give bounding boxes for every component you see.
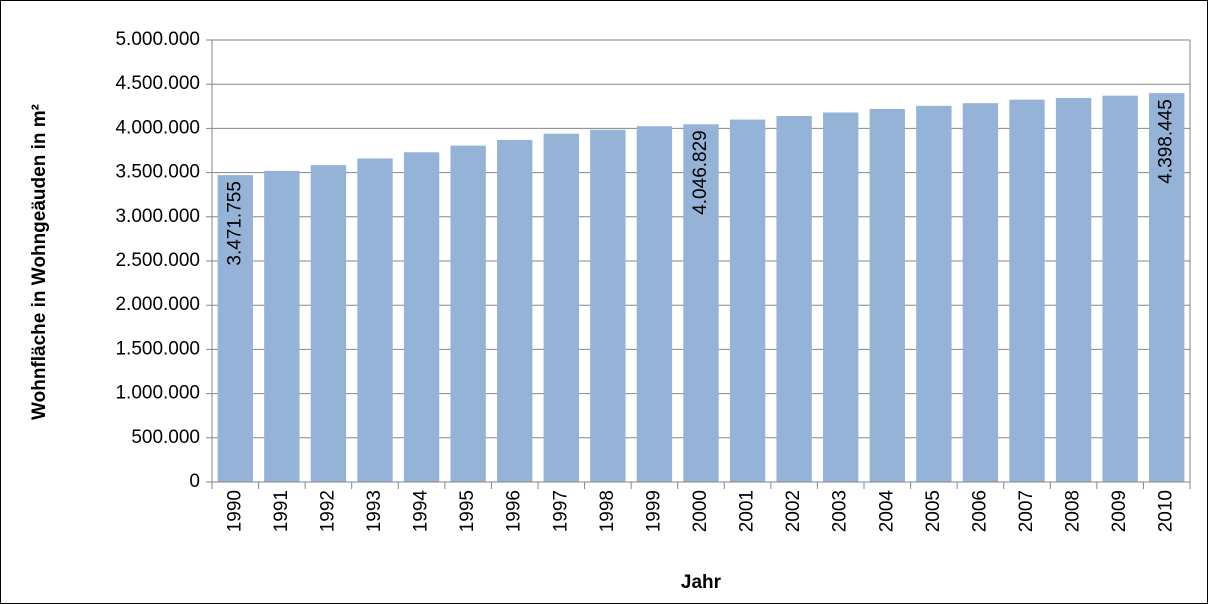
x-tick-label: 1990 [224,490,245,532]
y-tick-label: 1.000.000 [115,383,200,404]
bar [310,165,347,482]
x-tick-label: 2009 [1109,490,1130,532]
bar [1009,99,1045,483]
x-tick-label: 2006 [969,490,990,532]
x-axis-title: Jahr [681,572,722,593]
x-tick-label: 2004 [876,490,897,533]
y-tick-label: 3.500.000 [115,162,200,183]
x-tick-label: 2003 [830,490,851,532]
y-tick-label: 1.500.000 [115,338,200,359]
bar [823,112,859,482]
x-tick-label: 1997 [550,490,571,532]
x-tick-label: 1993 [364,490,385,532]
bar [357,158,393,482]
x-tick-label: 1994 [411,490,432,533]
bar [636,126,673,482]
y-tick-label: 5.000.000 [115,29,200,50]
x-tick-label: 1995 [457,490,478,532]
bar [543,133,579,483]
y-tick-label: 2.000.000 [115,294,200,315]
bar [590,129,626,482]
x-tick-label: 1996 [504,490,525,532]
x-tick-label: 2005 [923,490,944,532]
y-tick-label: 3.000.000 [115,206,200,227]
x-tick-label: 1999 [643,490,664,532]
bar [776,116,812,483]
y-tick-label: 0 [189,471,200,492]
bar [403,152,440,482]
bar [497,139,533,482]
bar [450,145,486,482]
x-tick-label: 2002 [783,490,804,532]
bar [1149,93,1185,482]
y-tick-label: 2.500.000 [115,250,200,271]
y-tick-label: 500.000 [131,427,200,448]
value-label: 4.398.445 [1156,99,1177,184]
x-tick-label: 1991 [271,490,292,532]
bar [217,175,253,482]
bar [264,170,300,482]
y-tick-label: 4.000.000 [115,117,200,138]
bar [869,108,905,483]
y-tick-label: 4.500.000 [115,73,200,94]
bar [962,103,999,483]
x-tick-label: 2010 [1156,490,1177,532]
x-tick-label: 2000 [690,490,711,532]
y-axis-title: Wohnfläche in Wohngeäuden in m² [29,104,50,420]
value-label: 4.046.829 [690,130,711,215]
x-tick-label: 2001 [737,490,758,532]
bar [683,124,719,482]
bar [1055,97,1092,482]
x-tick-label: 2008 [1063,490,1084,532]
x-tick-label: 2007 [1016,490,1037,532]
x-tick-label: 1998 [597,490,618,532]
bar [729,119,766,482]
bar [1102,95,1138,482]
value-label: 3.471.755 [224,181,245,266]
x-tick-label: 1992 [317,490,338,532]
bar [916,105,952,482]
